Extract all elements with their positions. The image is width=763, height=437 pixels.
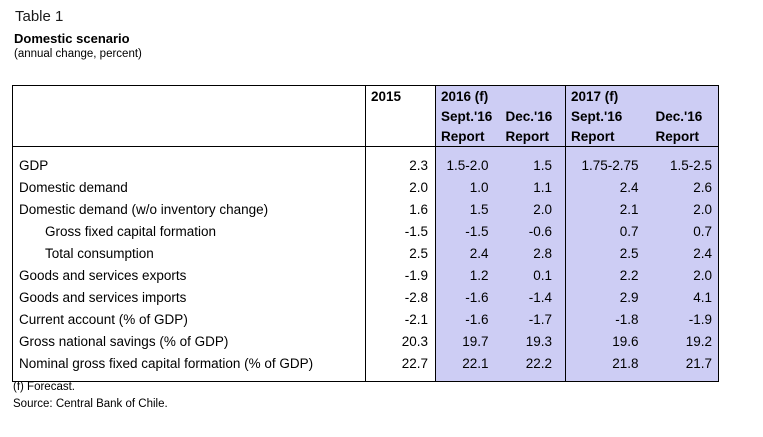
cell-2016-sept: 1.5-2.0 <box>435 146 501 177</box>
cell-2016-dec: 22.2 <box>500 353 566 382</box>
cell-2015: -2.8 <box>365 287 436 309</box>
cell-2016-sept: -1.5 <box>435 221 501 243</box>
cell-2017-dec: -1.9 <box>650 309 719 331</box>
row-label: Domestic demand (w/o inventory change) <box>19 202 269 217</box>
cell-2017-sept: 2.4 <box>565 177 651 199</box>
cell-2015: -1.5 <box>365 221 436 243</box>
cell-2016-sept: 19.7 <box>435 331 501 353</box>
cell-2015: 2.0 <box>365 177 436 199</box>
cell-2015: 2.5 <box>365 243 436 265</box>
cell-2016-dec: 1.1 <box>500 177 566 199</box>
footnote-forecast: (f) Forecast. <box>13 381 75 393</box>
cell-2016-sept: 2.4 <box>435 243 501 265</box>
domestic-scenario-table: 2015 2016 (f) 2017 (f) Sept.'16 Dec.'16 … <box>12 85 719 382</box>
cell-2017-sept: 2.5 <box>565 243 651 265</box>
cell-2015: 20.3 <box>365 331 436 353</box>
table-row-current-account: Current account (% of GDP) -2.1 -1.6 -1.… <box>13 309 719 331</box>
cell-2016-dec: 2.8 <box>500 243 566 265</box>
cell-2016-dec: 1.5 <box>500 146 566 177</box>
table-row-nominal-gfcf: Nominal gross fixed capital formation (%… <box>13 353 719 382</box>
row-label: Nominal gross fixed capital formation (%… <box>19 356 314 371</box>
table-row-exports: Goods and services exports -1.9 1.2 0.1 … <box>13 265 719 287</box>
cell-2017-dec: 1.5-2.5 <box>650 146 719 177</box>
cell-2015: -1.9 <box>365 265 436 287</box>
cell-2017-sept: 19.6 <box>565 331 651 353</box>
cell-2017-dec: 21.7 <box>650 353 719 382</box>
row-label: Current account (% of GDP) <box>19 312 188 327</box>
page-title: Table 1 <box>15 8 64 25</box>
cell-2017-dec: 2.0 <box>650 265 719 287</box>
cell-2016-dec: -0.6 <box>500 221 566 243</box>
cell-2016-dec: -1.4 <box>500 287 566 309</box>
footnote-source: Source: Central Bank of Chile. <box>13 398 168 410</box>
header-sub-2016-dec: Dec.'16 <box>500 106 566 126</box>
header-group-2016: 2016 (f) <box>435 85 566 106</box>
header-sub-2016-sept: Sept.'16 <box>435 106 501 126</box>
header-report-2017-dec: Report <box>650 126 719 147</box>
header-report-2017-sept: Report <box>565 126 651 147</box>
cell-2016-dec: 2.0 <box>500 199 566 221</box>
cell-2017-dec: 19.2 <box>650 331 719 353</box>
cell-2017-sept: 2.9 <box>565 287 651 309</box>
cell-2016-dec: -1.7 <box>500 309 566 331</box>
header-report-2016-sept: Report <box>435 126 501 147</box>
table-header: 2015 2016 (f) 2017 (f) Sept.'16 Dec.'16 … <box>12 85 719 147</box>
cell-2017-sept: 0.7 <box>565 221 651 243</box>
cell-2017-sept: -1.8 <box>565 309 651 331</box>
table-row-gross-fixed-capital-formation: Gross fixed capital formation -1.5 -1.5 … <box>13 221 719 243</box>
row-label: Gross national savings (% of GDP) <box>19 334 229 349</box>
data-table-wrapper: 2015 2016 (f) 2017 (f) Sept.'16 Dec.'16 … <box>12 85 719 382</box>
header-sub-2017-sept: Sept.'16 <box>565 106 651 126</box>
cell-2016-sept: -1.6 <box>435 309 501 331</box>
header-col-2015: 2015 <box>365 85 436 147</box>
table-row-domestic-demand-ex-inventory: Domestic demand (w/o inventory change) 1… <box>13 199 719 221</box>
table-subtitle: Domestic scenario <box>14 31 130 46</box>
table-body: GDP 2.3 1.5-2.0 1.5 1.75-2.75 1.5-2.5 Do… <box>13 146 719 382</box>
row-label: Goods and services imports <box>19 290 187 305</box>
cell-2017-sept: 2.1 <box>565 199 651 221</box>
table-row-total-consumption: Total consumption 2.5 2.4 2.8 2.5 2.4 <box>13 243 719 265</box>
cell-2016-sept: 1.0 <box>435 177 501 199</box>
row-label: Domestic demand <box>19 180 128 195</box>
cell-2017-sept: 2.2 <box>565 265 651 287</box>
header-sub-2017-dec: Dec.'16 <box>650 106 719 126</box>
table-row-imports: Goods and services imports -2.8 -1.6 -1.… <box>13 287 719 309</box>
cell-2017-dec: 2.4 <box>650 243 719 265</box>
table-row-gross-national-savings: Gross national savings (% of GDP) 20.3 1… <box>13 331 719 353</box>
cell-2017-dec: 2.0 <box>650 199 719 221</box>
row-label: Goods and services exports <box>19 268 187 283</box>
cell-2015: 1.6 <box>365 199 436 221</box>
row-label: Gross fixed capital formation <box>45 224 217 239</box>
cell-2015: -2.1 <box>365 309 436 331</box>
header-report-2016-dec: Report <box>500 126 566 147</box>
unit-note: (annual change, percent) <box>14 48 142 60</box>
cell-2016-dec: 0.1 <box>500 265 566 287</box>
row-label: Total consumption <box>45 246 154 261</box>
cell-2017-sept: 21.8 <box>565 353 651 382</box>
row-label: GDP <box>19 158 49 173</box>
cell-2016-sept: -1.6 <box>435 287 501 309</box>
cell-2015: 2.3 <box>365 146 436 177</box>
table-row-gdp: GDP 2.3 1.5-2.0 1.5 1.75-2.75 1.5-2.5 <box>13 146 719 177</box>
cell-2015: 22.7 <box>365 353 436 382</box>
cell-2017-dec: 4.1 <box>650 287 719 309</box>
cell-2016-sept: 1.5 <box>435 199 501 221</box>
cell-2016-dec: 19.3 <box>500 331 566 353</box>
cell-2016-sept: 1.2 <box>435 265 501 287</box>
cell-2017-dec: 0.7 <box>650 221 719 243</box>
cell-2016-sept: 22.1 <box>435 353 501 382</box>
cell-2017-sept: 1.75-2.75 <box>565 146 651 177</box>
header-blank-cell <box>13 86 366 147</box>
table-row-domestic-demand: Domestic demand 2.0 1.0 1.1 2.4 2.6 <box>13 177 719 199</box>
header-group-2017: 2017 (f) <box>565 85 719 106</box>
cell-2017-dec: 2.6 <box>650 177 719 199</box>
